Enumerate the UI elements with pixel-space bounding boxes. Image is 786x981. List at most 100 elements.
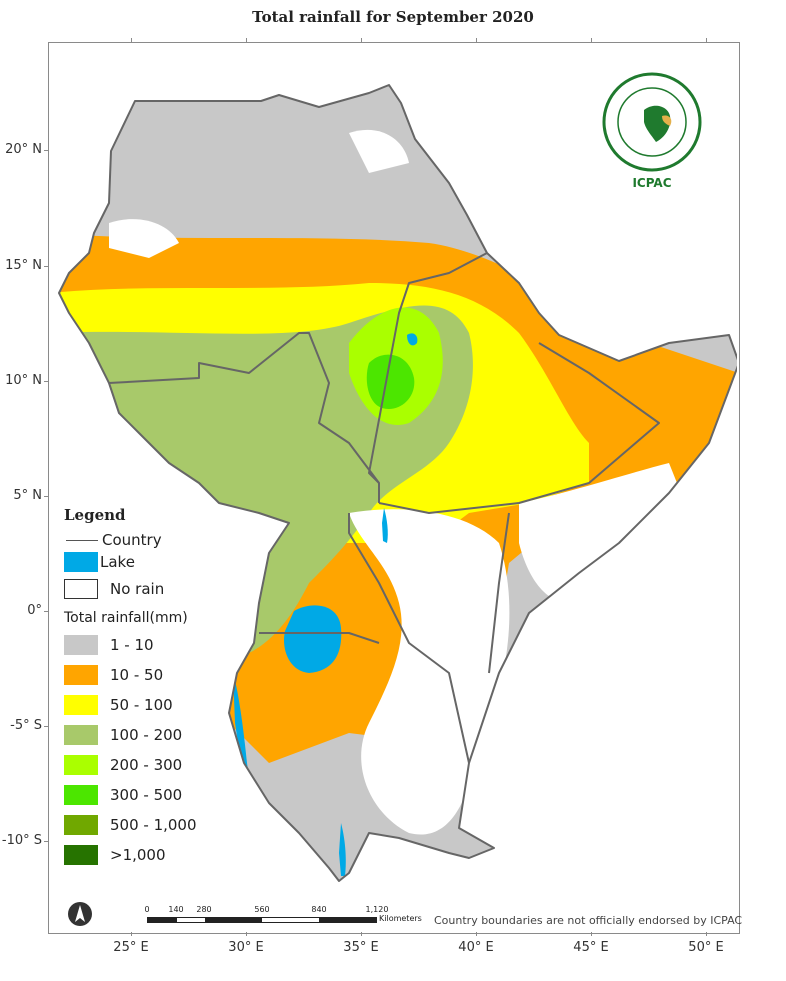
scale-tick-label: 840: [311, 905, 327, 914]
legend-lake-row: Lake: [64, 550, 234, 574]
country-border: [378, 342, 660, 514]
legend-class-swatch: [64, 785, 98, 805]
lon-tick-top: [706, 38, 707, 42]
logo-subtitle: ICPAC: [632, 176, 672, 190]
country-border: [58, 84, 737, 882]
lat-label: 20° N: [5, 142, 42, 157]
igad-emblem-icon: [602, 72, 702, 172]
legend-country-label: Country: [102, 531, 162, 549]
rainfall-map: [58, 84, 737, 882]
legend-class-row: >1,000: [64, 840, 234, 870]
legend-class-row: 200 - 300: [64, 750, 234, 780]
legend-class-swatch: [64, 845, 98, 865]
igad-icpac-logo: ICPAC: [598, 72, 706, 196]
emblem-horn-shape: [662, 115, 672, 126]
legend-lake-label: Lake: [100, 553, 135, 571]
lon-tick-top: [131, 38, 132, 42]
no-rain-swatch: [64, 579, 98, 599]
legend-class-swatch: [64, 725, 98, 745]
country-line-swatch: [64, 530, 98, 550]
north-arrow-icon: [68, 902, 92, 926]
band-300-500: [366, 354, 415, 409]
north-arrow-glyph: [75, 905, 85, 922]
lake-victoria: [284, 605, 342, 673]
legend-class-label: 200 - 300: [110, 756, 183, 774]
lon-tick-bottom: [361, 932, 362, 936]
band-no-rain: [109, 219, 179, 258]
legend-country-row: Country: [64, 530, 234, 550]
lat-tick-left: [44, 496, 48, 497]
scale-unit: Kilometers: [379, 914, 422, 923]
map-title: Total rainfall for September 2020: [252, 8, 534, 26]
lon-tick-bottom: [706, 932, 707, 936]
lon-tick-bottom: [591, 932, 592, 936]
legend-rainfall-heading: Total rainfall(mm): [64, 610, 188, 626]
legend-class-label: 50 - 100: [110, 696, 173, 714]
legend-class-label: 300 - 500: [110, 786, 183, 804]
legend-class-swatch: [64, 665, 98, 685]
legend-class-row: 50 - 100: [64, 690, 234, 720]
lat-tick-left: [44, 266, 48, 267]
lat-label: 15° N: [5, 258, 42, 273]
legend-class-swatch: [64, 695, 98, 715]
lat-tick-left: [44, 611, 48, 612]
country-border: [259, 632, 380, 644]
lat-label: -10° S: [1, 833, 42, 848]
scale-tick-label: 560: [254, 905, 270, 914]
lon-label: 50° E: [688, 940, 724, 955]
legend-class-row: 500 - 1,000: [64, 810, 234, 840]
lake-tana: [407, 333, 418, 346]
scale-segment: [319, 918, 376, 922]
lat-tick-left: [44, 381, 48, 382]
band-no-rain: [349, 509, 510, 835]
lake-malawi: [339, 823, 346, 876]
lat-label: 10° N: [5, 373, 42, 388]
scale-segment: [148, 918, 177, 922]
scale-tick-label: 140: [168, 905, 184, 914]
legend-class-row: 100 - 200: [64, 720, 234, 750]
legend-class-swatch: [64, 635, 98, 655]
disclaimer: Country boundaries are not officially en…: [434, 914, 743, 927]
legend-class-label: 1 - 10: [110, 636, 154, 654]
lat-label: 5° N: [13, 488, 42, 503]
country-border: [488, 512, 510, 674]
lake-swatch: [64, 552, 98, 572]
legend-class-swatch: [64, 755, 98, 775]
lon-tick-bottom: [131, 932, 132, 936]
legend-class-row: 1 - 10: [64, 630, 234, 660]
lake-turkana: [382, 508, 388, 543]
scale-tick-label: 280: [196, 905, 212, 914]
lon-tick-bottom: [476, 932, 477, 936]
country-border: [108, 332, 380, 503]
lon-tick-bottom: [246, 932, 247, 936]
legend-heading: Legend: [64, 506, 126, 524]
scale-bar-segments: [147, 917, 377, 923]
lat-tick-left: [44, 726, 48, 727]
lon-tick-top: [246, 38, 247, 42]
legend-class-row: 300 - 500: [64, 780, 234, 810]
legend-classes: 1 - 10 10 - 50 50 - 100 100 - 200 200 - 300 3…: [64, 630, 234, 870]
lon-tick-top: [591, 38, 592, 42]
scale-segment: [176, 918, 205, 922]
north-arrow-pointer: [75, 905, 85, 922]
lon-label: 25° E: [113, 940, 149, 955]
lon-label: 40° E: [458, 940, 494, 955]
country-border: [348, 513, 470, 764]
lat-label: 0°: [27, 603, 42, 618]
emblem-africa-shape: [644, 105, 671, 142]
scale-tick-label: 0: [144, 905, 150, 914]
legend-class-swatch: [64, 815, 98, 835]
lat-tick-left: [44, 150, 48, 151]
scale-segment: [262, 918, 319, 922]
lon-label: 45° E: [573, 940, 609, 955]
legend-no-rain-label: No rain: [110, 580, 165, 598]
legend-class-label: 10 - 50: [110, 666, 164, 684]
legend: Legend Country Lake No rain Total rainfa…: [64, 506, 234, 870]
lon-tick-top: [476, 38, 477, 42]
scale-tick-label: 1,120: [365, 905, 389, 914]
country-border: [368, 252, 488, 484]
lon-label: 35° E: [343, 940, 379, 955]
legend-class-label: 100 - 200: [110, 726, 183, 744]
band-no-rain: [349, 129, 409, 173]
legend-class-label: 500 - 1,000: [110, 816, 197, 834]
